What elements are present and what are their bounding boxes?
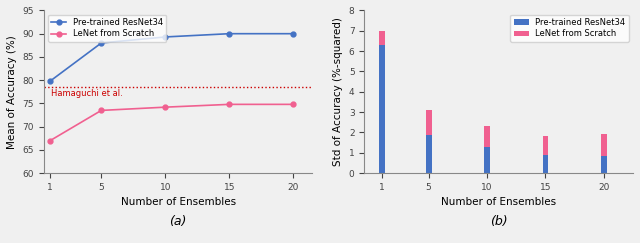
X-axis label: Number of Ensembles: Number of Ensembles	[120, 198, 236, 208]
Pre-trained ResNet34	[289, 32, 297, 35]
Legend: Pre-trained ResNet34, LeNet from Scratch: Pre-trained ResNet34, LeNet from Scratch	[48, 15, 166, 42]
Bar	[379, 31, 385, 45]
Line: LeNet from Scratch: LeNet from Scratch	[48, 102, 296, 143]
LeNet from Scratch	[225, 103, 233, 106]
Title: (b): (b)	[490, 215, 508, 228]
Pre-trained ResNet34	[97, 42, 105, 44]
Line: Pre-trained ResNet34: Pre-trained ResNet34	[48, 31, 296, 84]
Bar	[601, 133, 607, 156]
Legend: Pre-trained ResNet34, LeNet from Scratch: Pre-trained ResNet34, LeNet from Scratch	[511, 15, 629, 42]
LeNet from Scratch	[161, 106, 169, 109]
Y-axis label: Std of Accuracy (%-squared): Std of Accuracy (%-squared)	[333, 17, 343, 166]
Bar	[379, 45, 385, 173]
Bar	[543, 136, 548, 155]
LeNet from Scratch	[289, 103, 297, 106]
Bar	[601, 156, 607, 173]
X-axis label: Number of Ensembles: Number of Ensembles	[441, 198, 556, 208]
Pre-trained ResNet34	[46, 80, 54, 83]
LeNet from Scratch	[97, 109, 105, 112]
Bar	[543, 155, 548, 173]
Bar	[484, 147, 490, 173]
Bar	[426, 110, 431, 135]
Bar	[426, 135, 431, 173]
Pre-trained ResNet34	[161, 35, 169, 38]
Title: (a): (a)	[170, 215, 187, 228]
LeNet from Scratch	[46, 139, 54, 142]
Text: Hamaguchi et al.: Hamaguchi et al.	[51, 88, 123, 97]
Bar	[484, 126, 490, 147]
Pre-trained ResNet34	[225, 32, 233, 35]
Y-axis label: Mean of Accuracy (%): Mean of Accuracy (%)	[7, 35, 17, 149]
